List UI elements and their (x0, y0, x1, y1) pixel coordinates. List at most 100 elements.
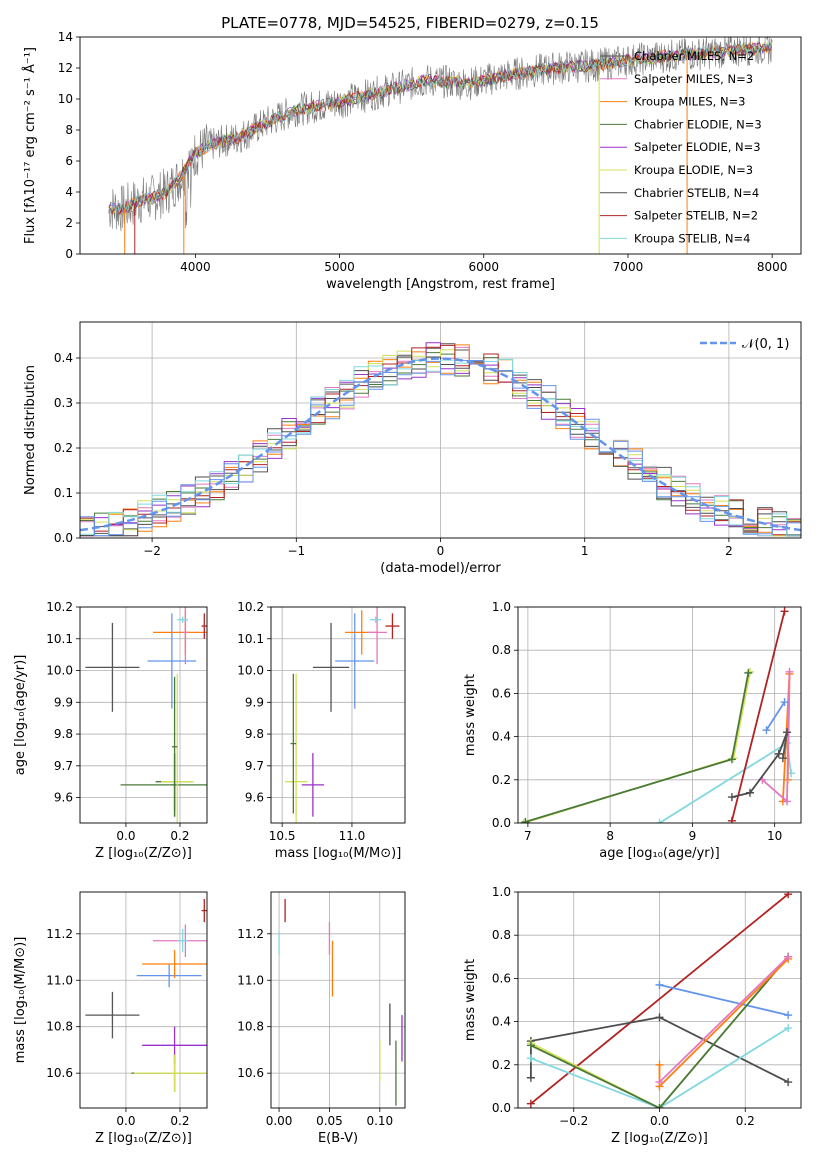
panel-age_vs_Z: 0.0 0.2 9.6 9.7 9.8 9.9 10.0 10.1 10.2 Z [log₁₀(Z… (13, 600, 208, 861)
weight-point-marker (727, 755, 736, 764)
axes-frame (517, 891, 802, 1109)
y-tick-label: 10.1 (237, 632, 264, 646)
weight-series-line (765, 701, 786, 731)
y-tick-label: 9.8 (54, 727, 73, 741)
weight-point-marker (727, 816, 736, 823)
y-tick-label: 2 (65, 216, 73, 230)
y-tick-label: 0.4 (492, 1015, 511, 1029)
x-tick-label: 10.5 (269, 829, 296, 843)
y-tick-label: 11.2 (237, 927, 264, 941)
panel-mass_vs_ebv: 0.00 0.05 0.10 10.6 10.8 11.0 11.2 E(B-V) (237, 891, 406, 1146)
y-tick-label: 9.8 (245, 727, 264, 741)
y-axis-label: mass weight (463, 674, 478, 756)
weight-point-marker (783, 728, 792, 737)
weight-point-marker (784, 1078, 793, 1087)
x-axis-label: (data-model)/error (380, 561, 501, 576)
x-tick-label: −2 (143, 544, 161, 558)
y-tick-label: 9.9 (245, 695, 264, 709)
x-axis-label: E(B-V) (318, 1131, 358, 1146)
panel-residuals: −2 −1 0 1 2 0.0 0.1 0.2 0.3 0.4 (data-model)/error… (23, 321, 802, 576)
y-tick-label: 12 (58, 61, 73, 75)
y-tick-label: 10.0 (237, 664, 264, 678)
weight-point-marker (655, 1078, 664, 1087)
plot-area (80, 322, 801, 538)
y-tick-label: 1.0 (492, 600, 511, 614)
weight-point-marker (784, 1024, 793, 1033)
plot-area (271, 892, 405, 1108)
weight-point-marker (762, 726, 771, 735)
weight-point-marker (745, 788, 754, 797)
y-tick-label: 10.2 (46, 600, 73, 614)
y-tick-label: 0.8 (492, 928, 511, 942)
panel-weight_vs_Z: −0.2 0.0 0.2 0.0 0.2 0.4 0.6 0.8 1.0 Z [log₁₀(Z/Z… (463, 885, 802, 1146)
weight-series-line (530, 893, 789, 1105)
x-tick-label: 0.2 (170, 1114, 189, 1128)
y-tick-label: 8 (65, 123, 73, 137)
x-tick-label: 0 (437, 544, 445, 558)
x-tick-label: 2 (725, 544, 733, 558)
weight-point-marker (745, 667, 754, 676)
x-tick-label: 6000 (468, 260, 499, 274)
y-axis-label: Flux [fλ10⁻¹⁷ erg cm⁻² s⁻¹ Å⁻¹] (22, 47, 38, 244)
model-spectrum (108, 42, 772, 216)
axes-frame (79, 606, 208, 824)
y-tick-label: 0.0 (54, 531, 73, 545)
weight-point-marker (655, 1104, 664, 1108)
weight-point-marker (655, 1060, 664, 1069)
weight-point-marker (778, 754, 787, 763)
residual-histogram (80, 344, 801, 536)
weight-point-marker (526, 1054, 535, 1063)
x-tick-label: −0.2 (559, 1114, 588, 1128)
y-tick-label: 0.2 (492, 1058, 511, 1072)
weight-point-marker (784, 1011, 793, 1020)
x-axis-label: wavelength [Angstrom, rest frame] (326, 277, 555, 292)
weight-point-marker (655, 1013, 664, 1022)
y-tick-label: 10 (58, 92, 73, 106)
residual-histogram (80, 360, 801, 537)
y-tick-label: 4 (65, 185, 73, 199)
panel-age_vs_mass: 10.5 11.0 9.6 9.7 9.8 9.9 10.0 10.1 10.2 mass [lo… (237, 600, 406, 861)
x-tick-label: 7 (524, 829, 532, 843)
axes-frame (79, 891, 208, 1109)
weight-point-marker (729, 754, 738, 763)
y-tick-label: 10.8 (46, 1020, 73, 1034)
y-tick-label: 9.7 (245, 759, 264, 773)
y-tick-label: 0.6 (492, 971, 511, 985)
x-tick-label: 5000 (324, 260, 355, 274)
x-tick-label: 7000 (613, 260, 644, 274)
legend-entry: Chabrier STELIB, N=4 (634, 186, 759, 200)
weight-point-marker (774, 749, 783, 758)
y-tick-label: 0.8 (492, 643, 511, 657)
weight-point-marker (526, 1099, 535, 1108)
x-tick-label: 0.2 (736, 1114, 755, 1128)
plot-area (518, 607, 801, 823)
weight-series-line (530, 1027, 789, 1108)
x-tick-label: 0.0 (116, 1114, 135, 1128)
plot-area (271, 607, 405, 823)
legend-entry: 𝒩(0, 1) (742, 337, 789, 352)
x-tick-label: 0.2 (170, 829, 189, 843)
y-tick-label: 10.8 (237, 1020, 264, 1034)
legend-entry: Chabrier ELODIE, N=3 (634, 117, 762, 131)
legend-entry: Salpeter ELODIE, N=3 (634, 140, 761, 154)
y-tick-label: 0.3 (54, 396, 73, 410)
weight-point-marker (780, 698, 789, 707)
weight-point-marker (744, 668, 753, 677)
y-tick-label: 10.6 (237, 1066, 264, 1080)
figure-title: PLATE=0778, MJD=54525, FIBERID=0279, z=0… (221, 14, 599, 32)
weight-point-marker (783, 739, 792, 748)
legend-entry: Chabrier MILES, N=2 (634, 49, 754, 63)
y-axis-label: mass [log₁₀(M/M⊙)] (13, 937, 28, 1064)
axes-frame (79, 36, 802, 255)
plot-area (80, 892, 207, 1108)
x-tick-label: 8 (606, 829, 614, 843)
y-tick-label: 10.2 (237, 600, 264, 614)
plot-area (108, 37, 773, 254)
y-axis-label: age [log₁₀(age/yr)] (13, 655, 28, 776)
y-tick-label: 14 (58, 30, 73, 44)
weight-series-line (523, 671, 751, 823)
y-tick-label: 0.2 (492, 773, 511, 787)
y-tick-label: 10.0 (46, 664, 73, 678)
plot-area (518, 892, 801, 1108)
x-tick-label: 8000 (757, 260, 788, 274)
